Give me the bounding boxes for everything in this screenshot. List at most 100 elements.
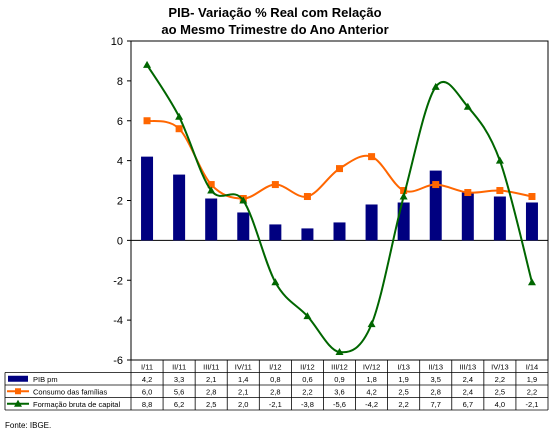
x-category-label: I/14 bbox=[526, 363, 539, 372]
legend-key-pib-pm bbox=[8, 375, 28, 382]
source-note: Fonte: IBGE. bbox=[5, 421, 52, 430]
x-category-label: IV/12 bbox=[363, 363, 381, 372]
y-tick-label: 4 bbox=[117, 156, 123, 168]
data-value-consumo-familias: 3,6 bbox=[334, 387, 344, 396]
data-value-consumo-familias: 5,6 bbox=[174, 387, 184, 396]
data-value-pib-pm: 0,9 bbox=[334, 375, 344, 384]
legend-label-pib-pm: PIB pm bbox=[33, 375, 58, 384]
data-value-formacao-bruta-capital: 2,5 bbox=[206, 400, 216, 409]
data-value-formacao-bruta-capital: 4,0 bbox=[495, 400, 505, 409]
data-value-formacao-bruta-capital: -5,6 bbox=[333, 400, 346, 409]
point-consumo-familias bbox=[336, 165, 343, 173]
y-tick-label: -4 bbox=[113, 315, 123, 327]
x-category-label: III/12 bbox=[331, 363, 348, 372]
bar-pib-pm bbox=[205, 198, 218, 241]
x-category-label: I/11 bbox=[141, 363, 153, 372]
point-formacao-bruta-capital bbox=[271, 278, 280, 286]
x-category-label: III/13 bbox=[459, 363, 476, 372]
data-value-consumo-familias: 4,2 bbox=[366, 387, 376, 396]
point-formacao-bruta-capital bbox=[207, 186, 216, 194]
x-category-label: I/12 bbox=[269, 363, 282, 372]
bar-pib-pm bbox=[397, 202, 410, 241]
data-value-pib-pm: 0,8 bbox=[270, 375, 280, 384]
data-value-formacao-bruta-capital: -4,2 bbox=[365, 400, 378, 409]
point-formacao-bruta-capital bbox=[239, 196, 248, 204]
point-consumo-familias bbox=[464, 189, 472, 197]
point-consumo-familias bbox=[528, 193, 536, 201]
x-category-label: II/13 bbox=[428, 363, 443, 372]
data-value-pib-pm: 1,9 bbox=[398, 375, 408, 384]
data-value-pib-pm: 3,3 bbox=[174, 375, 184, 384]
legend-label-formacao-bruta-capital: Formação bruta de capital bbox=[33, 400, 120, 409]
point-consumo-familias bbox=[207, 181, 215, 189]
point-consumo-familias bbox=[368, 153, 376, 161]
point-formacao-bruta-capital bbox=[143, 60, 152, 68]
bar-pib-pm bbox=[365, 204, 378, 241]
data-value-consumo-familias: 2,5 bbox=[495, 387, 505, 396]
point-consumo-familias bbox=[143, 117, 151, 125]
x-category-label: II/11 bbox=[172, 363, 186, 372]
legend-marker-consumo-familias bbox=[15, 388, 21, 395]
point-formacao-bruta-capital bbox=[303, 312, 312, 320]
point-consumo-familias bbox=[432, 181, 440, 189]
bar-pib-pm bbox=[269, 224, 282, 241]
legend-marker-formacao-bruta-capital bbox=[14, 399, 22, 407]
point-formacao-bruta-capital bbox=[463, 102, 472, 110]
x-category-label: I/13 bbox=[397, 363, 410, 372]
data-value-consumo-familias: 6,0 bbox=[142, 387, 152, 396]
bar-pib-pm bbox=[173, 174, 186, 241]
data-value-formacao-bruta-capital: -2,1 bbox=[269, 400, 282, 409]
series-line-formacao-bruta-capital bbox=[146, 64, 533, 354]
series-line-consumo-familias bbox=[146, 119, 533, 200]
point-formacao-bruta-capital bbox=[495, 156, 504, 164]
data-value-pib-pm: 2,2 bbox=[495, 375, 505, 384]
y-tick-label: -2 bbox=[113, 275, 123, 287]
chart-title-line-2: ao Mesmo Trimestre do Ano Anterior bbox=[161, 22, 389, 37]
bar-pib-pm bbox=[333, 222, 346, 241]
point-formacao-bruta-capital bbox=[431, 82, 440, 90]
chart-title-line-1: PIB- Variação % Real com Relação bbox=[168, 5, 382, 20]
x-category-label: IV/13 bbox=[491, 363, 509, 372]
data-value-consumo-familias: 2,1 bbox=[238, 387, 248, 396]
bar-pib-pm bbox=[237, 212, 250, 241]
data-value-pib-pm: 4,2 bbox=[142, 375, 152, 384]
data-value-pib-pm: 0,6 bbox=[302, 375, 312, 384]
data-value-pib-pm: 3,5 bbox=[431, 375, 441, 384]
data-value-formacao-bruta-capital: 2,2 bbox=[398, 400, 408, 409]
data-value-pib-pm: 1,4 bbox=[238, 375, 248, 384]
data-value-consumo-familias: 2,2 bbox=[527, 387, 537, 396]
data-value-consumo-familias: 2,8 bbox=[206, 387, 216, 396]
point-formacao-bruta-capital bbox=[367, 320, 376, 328]
bar-pib-pm bbox=[301, 228, 314, 241]
bar-pib-pm bbox=[461, 192, 474, 241]
plot-frame bbox=[130, 40, 549, 361]
data-value-consumo-familias: 2,2 bbox=[302, 387, 312, 396]
bar-pib-pm bbox=[525, 202, 538, 241]
point-consumo-familias bbox=[271, 181, 279, 189]
data-value-formacao-bruta-capital: 6,2 bbox=[174, 400, 184, 409]
data-value-pib-pm: 1,8 bbox=[366, 375, 376, 384]
data-value-consumo-familias: 2,4 bbox=[463, 387, 473, 396]
x-category-label: II/12 bbox=[300, 363, 315, 372]
data-value-consumo-familias: 2,8 bbox=[270, 387, 280, 396]
data-value-pib-pm: 1,9 bbox=[527, 375, 537, 384]
bar-pib-pm bbox=[141, 156, 154, 241]
data-value-formacao-bruta-capital: 8,8 bbox=[142, 400, 152, 409]
y-tick-label: 0 bbox=[117, 235, 123, 247]
data-value-consumo-familias: 2,8 bbox=[431, 387, 441, 396]
y-tick-label: 8 bbox=[117, 76, 123, 88]
point-consumo-familias bbox=[496, 187, 504, 195]
point-formacao-bruta-capital bbox=[175, 112, 184, 120]
data-value-consumo-familias: 2,5 bbox=[398, 387, 408, 396]
legend-label-consumo-familias: Consumo das famílias bbox=[33, 387, 107, 396]
y-tick-label: 6 bbox=[117, 116, 123, 128]
chart-title: PIB- Variação % Real com Relação ao Mesm… bbox=[0, 4, 550, 38]
data-value-formacao-bruta-capital: 2,0 bbox=[238, 400, 248, 409]
point-formacao-bruta-capital bbox=[399, 192, 408, 200]
bar-pib-pm bbox=[493, 196, 506, 241]
data-value-formacao-bruta-capital: 6,7 bbox=[463, 400, 473, 409]
data-value-formacao-bruta-capital: 7,7 bbox=[431, 400, 441, 409]
data-value-formacao-bruta-capital: -2,1 bbox=[525, 400, 538, 409]
point-consumo-familias bbox=[303, 193, 311, 201]
data-value-formacao-bruta-capital: -3,8 bbox=[301, 400, 314, 409]
